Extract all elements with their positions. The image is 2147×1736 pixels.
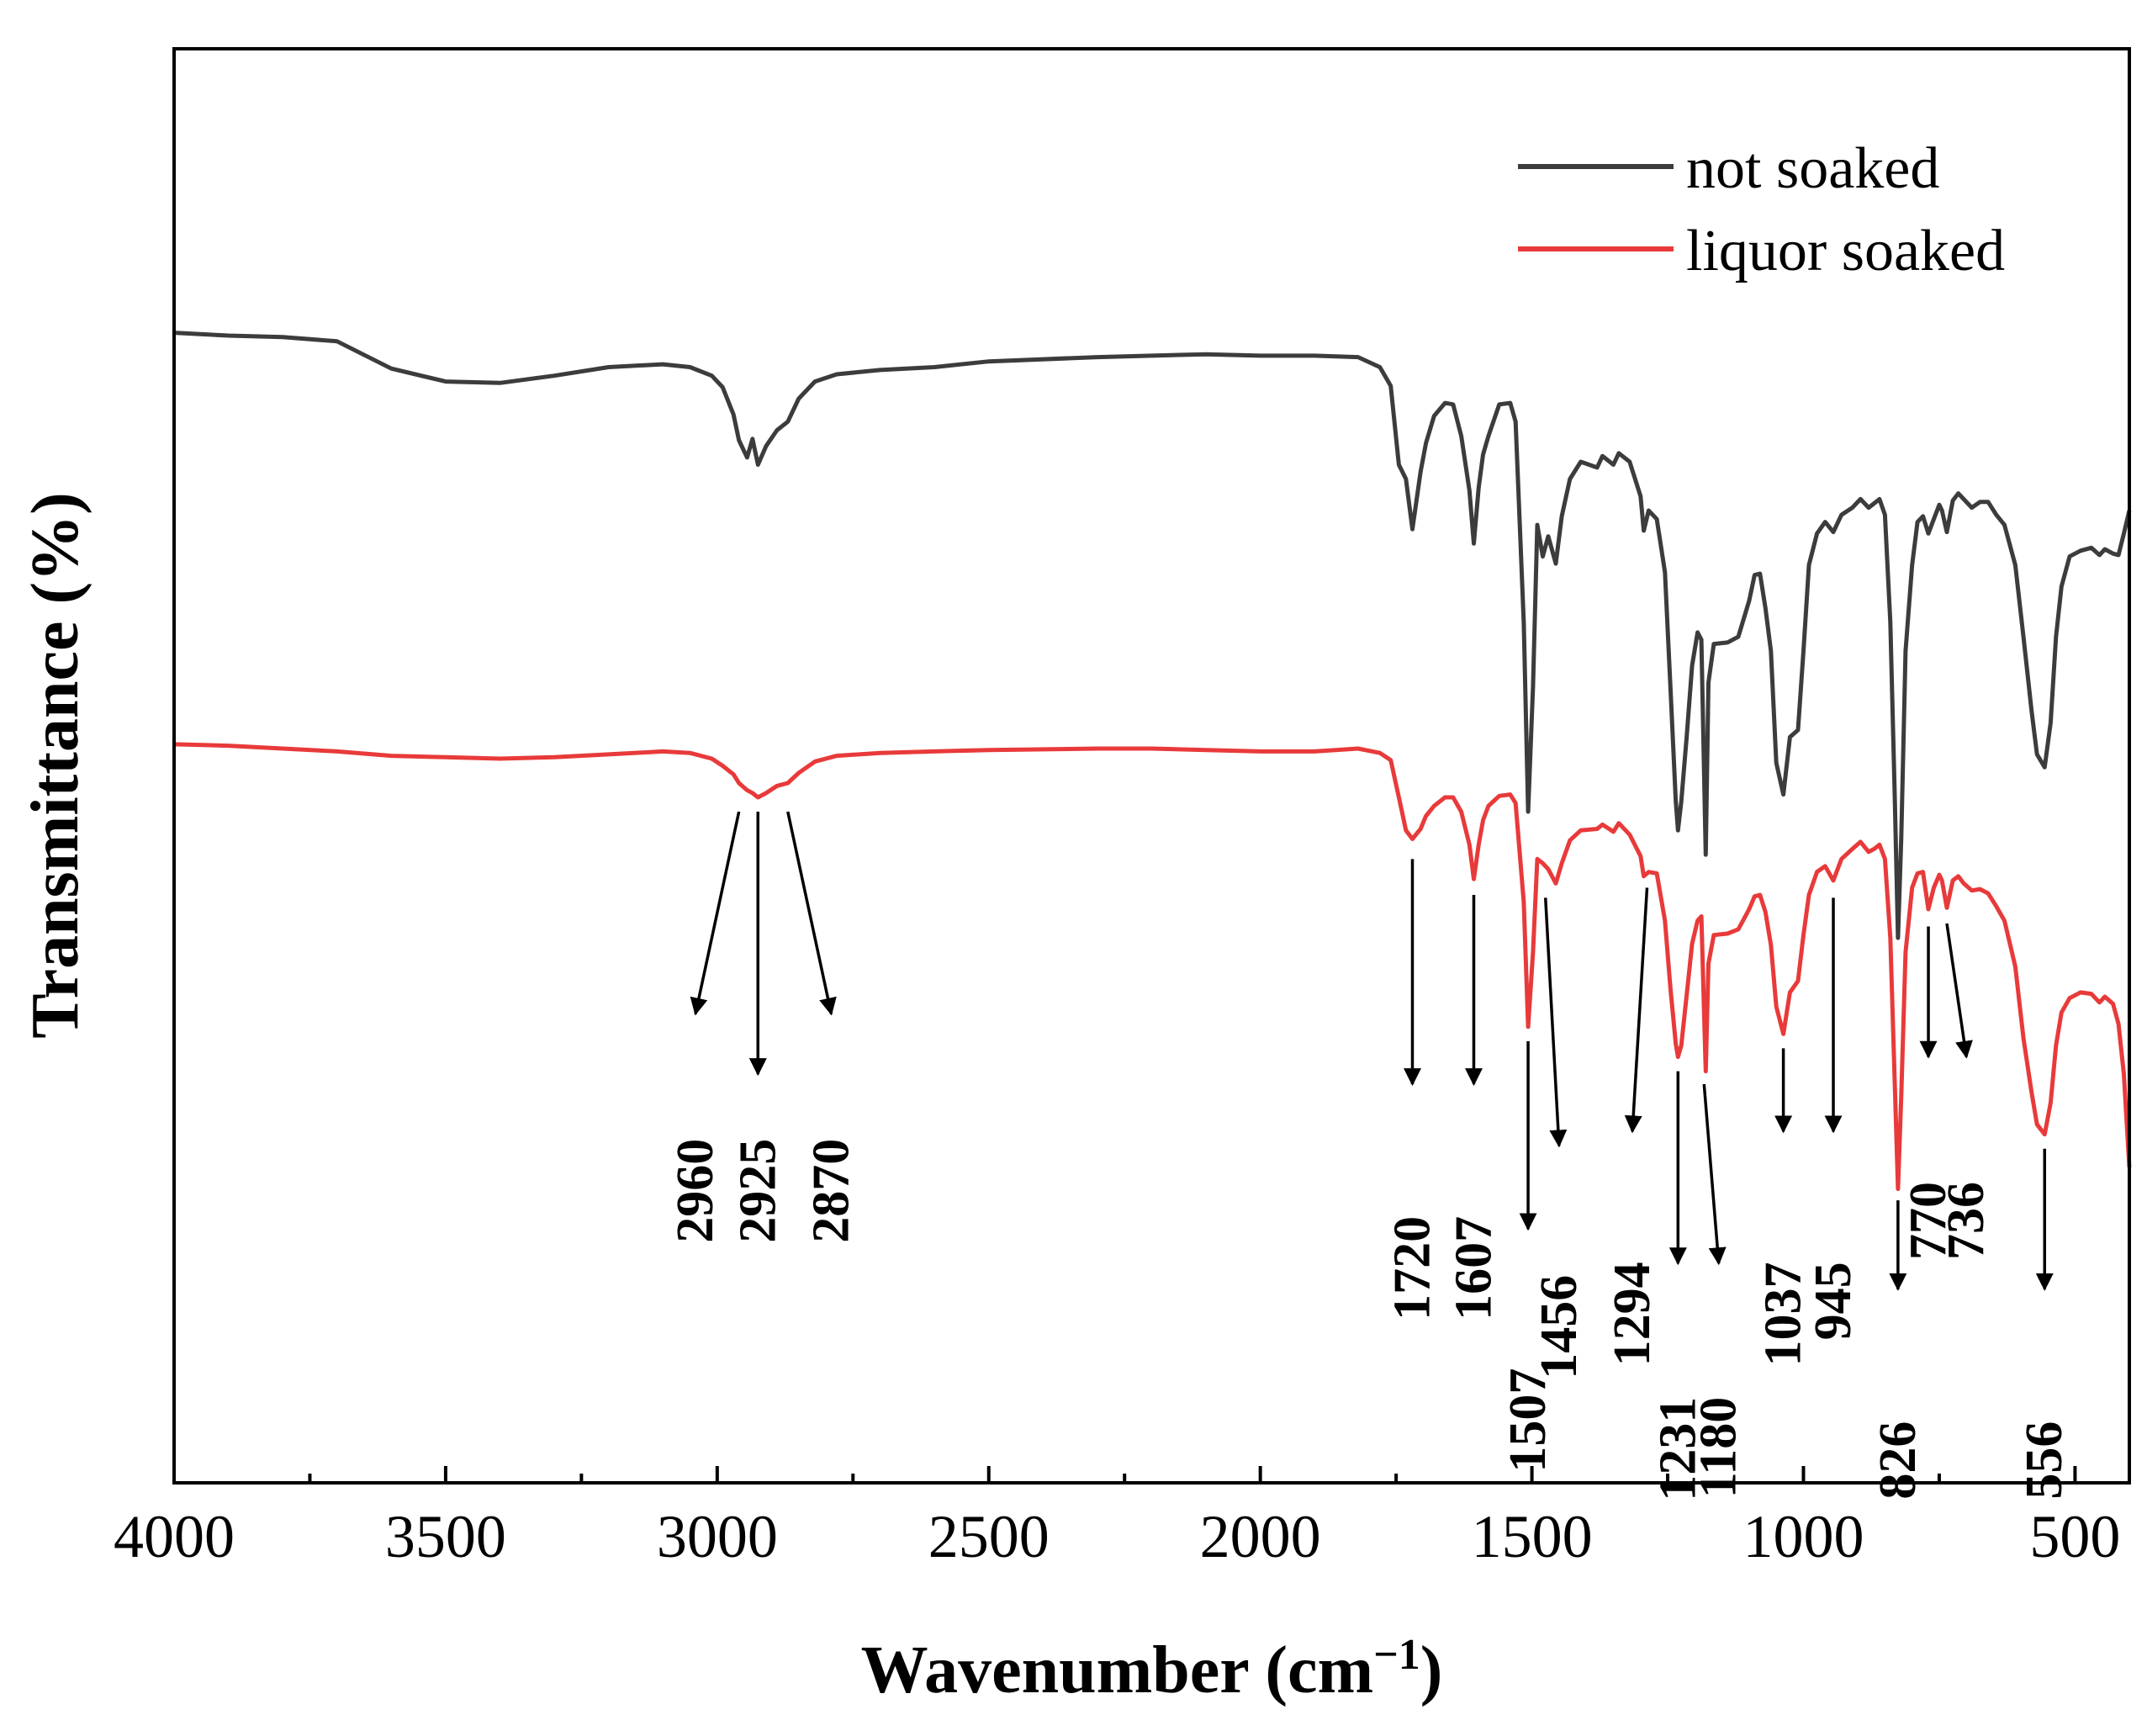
peak-arrow-2960 — [690, 811, 741, 1016]
series-line-not-soaked — [173, 331, 2132, 940]
peak-label-770: 770 — [1900, 1182, 1957, 1260]
peak-arrow-1294 — [1624, 887, 1649, 1134]
x-axis-title: Wavenumber (cm−1) — [861, 1631, 1443, 1707]
peak-label-1456: 1456 — [1531, 1275, 1588, 1379]
peak-label-556: 556 — [2016, 1421, 2073, 1500]
peak-label-945: 945 — [1805, 1262, 1862, 1340]
peak-label-736: 736 — [1938, 1182, 1995, 1260]
x-tick-label-2000: 2000 — [1200, 1503, 1321, 1570]
peak-label-1037: 1037 — [1755, 1262, 1812, 1366]
x-tick-label-500: 500 — [2029, 1503, 2120, 1570]
peak-label-826: 826 — [1869, 1421, 1927, 1500]
x-tick-label-1000: 1000 — [1743, 1503, 1864, 1570]
peak-arrow-736 — [1945, 923, 1973, 1059]
legend-label-liquor-soaked: liquor soaked — [1686, 219, 2005, 283]
series-layer — [173, 331, 2132, 1191]
peak-label-2960: 2960 — [667, 1139, 724, 1243]
peak-arrow-2870 — [786, 811, 837, 1016]
peak-arrow-1180 — [1702, 1083, 1727, 1266]
peak-label-1720: 1720 — [1384, 1216, 1441, 1321]
peak-label-2925: 2925 — [729, 1139, 786, 1243]
peak-label-1507: 1507 — [1499, 1368, 1557, 1473]
series-line-liquor-soaked — [173, 742, 2132, 1191]
plot-frame — [172, 47, 2131, 1485]
legend: not soaked liquor soaked — [1518, 136, 2005, 283]
x-axis-ticks: 4000 3500 3000 2500 2000 1500 1000 500 — [114, 1466, 2120, 1570]
x-tick-label-3000: 3000 — [657, 1503, 778, 1570]
legend-label-not-soaked: not soaked — [1686, 136, 1939, 201]
y-axis-title: Transmittance (%) — [19, 492, 93, 1039]
peak-arrow-1456 — [1543, 897, 1568, 1148]
peak-label-2870: 2870 — [802, 1139, 859, 1243]
peak-label-1294: 1294 — [1604, 1262, 1661, 1366]
x-tick-label-2500: 2500 — [928, 1503, 1050, 1570]
x-tick-label-4000: 4000 — [114, 1503, 235, 1570]
x-tick-label-1500: 1500 — [1472, 1503, 1593, 1570]
x-tick-label-3500: 3500 — [385, 1503, 506, 1570]
peak-label-1607: 1607 — [1445, 1216, 1502, 1321]
